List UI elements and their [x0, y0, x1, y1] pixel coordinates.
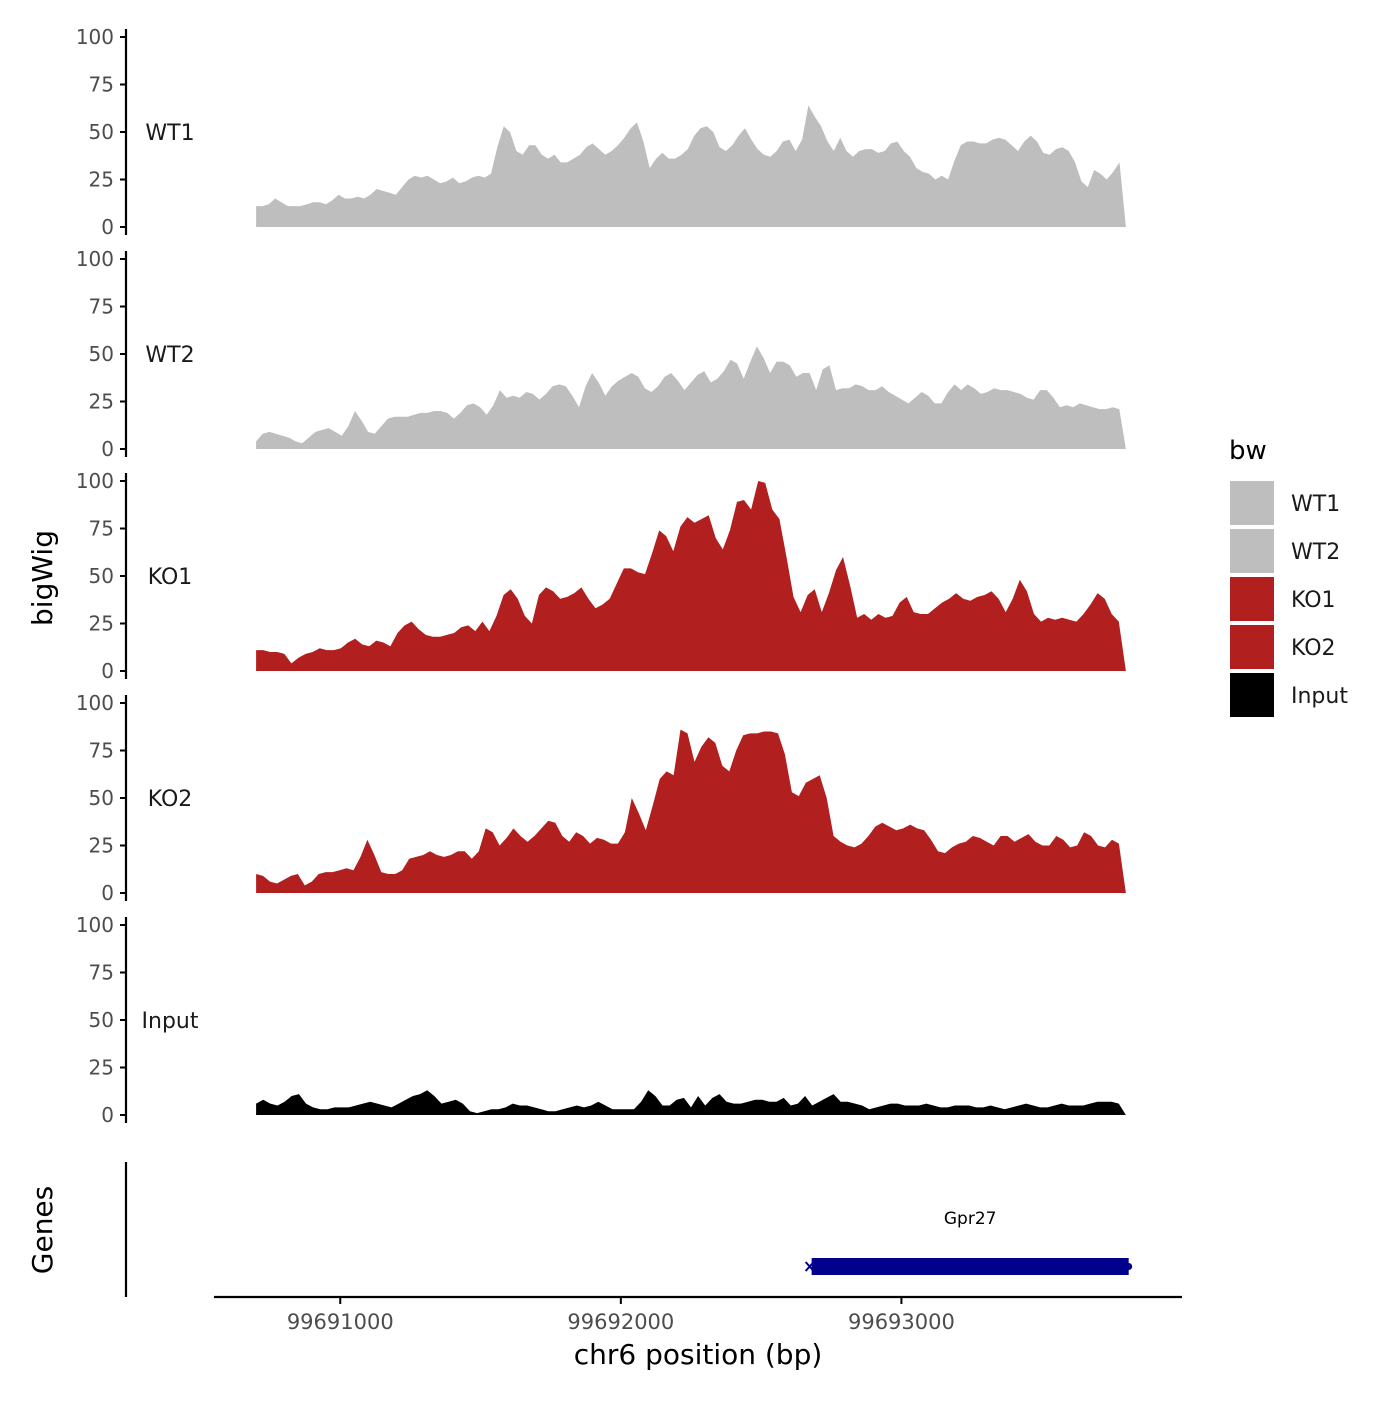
legend-label: WT2 — [1291, 540, 1340, 565]
legend-title: bw — [1229, 436, 1267, 466]
legend-item-ko1: KO1 — [1230, 577, 1336, 621]
y-tick-label: 50 — [89, 342, 114, 366]
track-label-ko2: KO2 — [148, 787, 193, 812]
y-tick-label: 0 — [101, 881, 114, 905]
legend-key — [1230, 625, 1274, 669]
gene-gpr27: Gpr27 — [804, 1209, 1133, 1275]
legend-label: WT1 — [1291, 492, 1340, 517]
y-tick-label: 0 — [101, 437, 114, 461]
track-ko2: 0 25 50 75 100 KO2 — [76, 691, 1126, 905]
x-tick-label: 99691000 — [287, 1310, 394, 1334]
x-axis-title: chr6 position (bp) — [574, 1338, 823, 1371]
y-tick-label: 50 — [89, 564, 114, 588]
x-tick-label: 99693000 — [848, 1310, 955, 1334]
legend-item-ko2: KO2 — [1230, 625, 1336, 669]
track-label-wt1: WT1 — [145, 121, 194, 146]
y-tick-label: 75 — [89, 73, 114, 97]
y-axis-title: bigWig — [26, 530, 59, 626]
track-wt2: 0 25 50 75 100 WT2 — [76, 247, 1126, 461]
legend-label: Input — [1291, 684, 1348, 709]
y-tick-label: 25 — [89, 834, 114, 858]
x-tick-label: 99692000 — [567, 1310, 674, 1334]
legend-key — [1230, 529, 1274, 573]
y-tick-label: 25 — [89, 168, 114, 192]
y-tick-label: 0 — [101, 215, 114, 239]
y-tick-label: 75 — [89, 517, 114, 541]
signal-tracks: 0255075100WT10255075100WT20255075100KO10… — [76, 25, 1126, 1127]
x-axis: 99691000 99692000 99693000 — [214, 1295, 1182, 1334]
legend-item-wt2: WT2 — [1230, 529, 1340, 573]
signal-area-ko2 — [256, 729, 1126, 893]
y-tick-label: 50 — [89, 1008, 114, 1032]
track-label-input: Input — [142, 1009, 199, 1034]
y-tick-label: 75 — [89, 739, 114, 763]
y-tick-label: 100 — [76, 691, 114, 715]
gene-label: Gpr27 — [944, 1209, 997, 1229]
genes-panel: Gpr27 — [124, 1162, 1133, 1297]
signal-area-input — [256, 1090, 1126, 1115]
y-tick-label: 75 — [89, 961, 114, 985]
y-tick-label: 25 — [89, 390, 114, 414]
y-tick-label: 100 — [76, 247, 114, 271]
signal-area-wt1 — [256, 105, 1126, 227]
legend: bw WT1 WT2 KO1 KO2 Input — [1229, 436, 1348, 717]
track-wt1: 0 25 50 75 100 WT1 — [76, 25, 1126, 239]
track-ko1: 0 25 50 75 100 KO1 — [76, 469, 1126, 683]
legend-label: KO1 — [1291, 588, 1336, 613]
y-tick-label: 50 — [89, 786, 114, 810]
y-tick-label: 75 — [89, 295, 114, 319]
track-label-ko1: KO1 — [148, 565, 193, 590]
legend-key — [1230, 673, 1274, 717]
y-tick-label: 0 — [101, 1103, 114, 1127]
gene-end-mark — [1125, 1263, 1133, 1270]
track-input: 0 25 50 75 100 Input — [76, 913, 1126, 1127]
y-tick-label: 0 — [101, 659, 114, 683]
genes-axis-title: Genes — [26, 1186, 59, 1274]
y-tick-label: 100 — [76, 913, 114, 937]
legend-item-wt1: WT1 — [1230, 481, 1340, 525]
signal-area-wt2 — [256, 346, 1126, 449]
y-tick-label: 25 — [89, 1056, 114, 1080]
gene-start-mark — [804, 1261, 815, 1272]
legend-item-input: Input — [1230, 673, 1348, 717]
gene-body — [811, 1258, 1129, 1275]
legend-key — [1230, 577, 1274, 621]
legend-key — [1230, 481, 1274, 525]
signal-area-ko1 — [256, 481, 1126, 671]
y-tick-label: 50 — [89, 120, 114, 144]
track-label-wt2: WT2 — [145, 343, 194, 368]
legend-label: KO2 — [1291, 636, 1336, 661]
y-tick-label: 25 — [89, 612, 114, 636]
y-tick-label: 100 — [76, 469, 114, 493]
y-tick-label: 100 — [76, 25, 114, 49]
